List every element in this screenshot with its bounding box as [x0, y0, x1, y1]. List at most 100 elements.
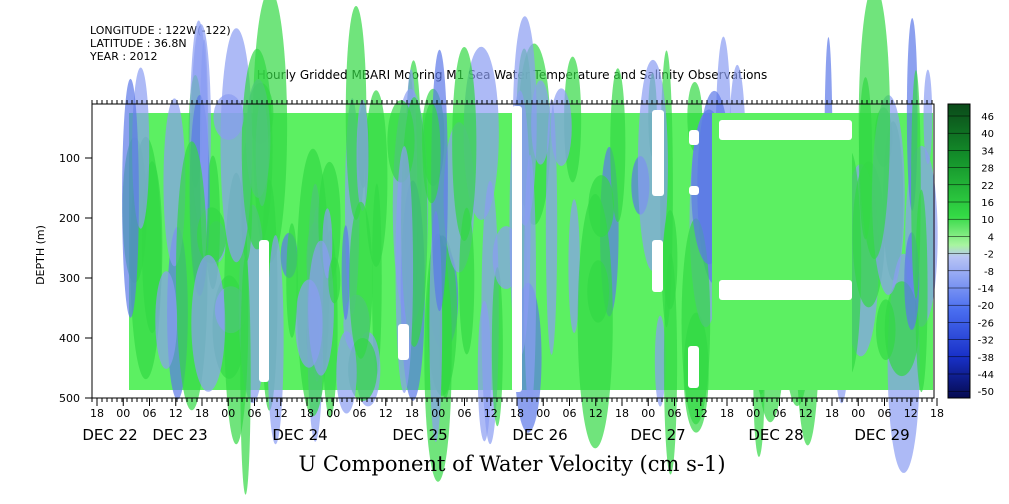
- field-patch: [459, 207, 475, 355]
- field-patch: [654, 315, 666, 407]
- y-tick-label: 100: [59, 152, 80, 165]
- x-hour-label: 18: [195, 407, 209, 420]
- colorbar: [947, 103, 971, 399]
- x-hour-label: 12: [379, 407, 393, 420]
- field-patch: [452, 47, 477, 242]
- x-hour-label: 06: [353, 407, 367, 420]
- x-hour-label: 00: [326, 407, 340, 420]
- field-patch: [322, 208, 333, 279]
- x-day-label: DEC 23: [152, 426, 207, 444]
- field-patch: [336, 331, 357, 414]
- field-patch: [191, 254, 226, 392]
- x-hour-label: 18: [300, 407, 314, 420]
- field-smooth-region: [712, 113, 852, 390]
- colorbar-label: 22: [981, 181, 994, 192]
- x-hour-label: 06: [878, 407, 892, 420]
- data-gap: [512, 106, 522, 392]
- x-hour-label: 12: [484, 407, 498, 420]
- colorbar-label: 46: [981, 112, 994, 123]
- x-hour-label: 12: [589, 407, 603, 420]
- chart-title: Hourly Gridded MBARI Mooring M1 Sea Wate…: [256, 68, 768, 82]
- x-hour-label: 18: [720, 407, 734, 420]
- x-hour-label: 12: [904, 407, 918, 420]
- x-hour-label: 18: [615, 407, 629, 420]
- x-day-label: DEC 24: [272, 426, 327, 444]
- y-tick-label: 400: [59, 332, 80, 345]
- x-hour-label: 18: [405, 407, 419, 420]
- field-patch: [364, 90, 388, 267]
- x-hour-label: 00: [641, 407, 655, 420]
- colorbar-label: 34: [981, 146, 994, 157]
- velocity-field: [122, 0, 938, 495]
- field-patch: [568, 199, 580, 333]
- x-hour-label: 00: [851, 407, 865, 420]
- field-patch: [923, 69, 933, 165]
- field-patch: [155, 271, 178, 369]
- x-hour-label: 06: [773, 407, 787, 420]
- y-tick-label: 200: [59, 212, 80, 225]
- x-hour-label: 18: [930, 407, 944, 420]
- data-gap: [719, 120, 852, 140]
- x-hour-label: 06: [458, 407, 472, 420]
- field-patch: [577, 193, 613, 449]
- x-axis-title: U Component of Water Velocity (cm s-1): [298, 452, 726, 476]
- colorbar-label: 10: [981, 215, 994, 226]
- field-patch: [328, 257, 341, 304]
- data-gap: [398, 324, 409, 360]
- field-patch: [241, 48, 273, 250]
- colorbar-label: -8: [984, 267, 994, 278]
- field-patch: [371, 183, 382, 375]
- x-hour-label: 06: [668, 407, 682, 420]
- colorbar-labels: 46 40 34 28 22 16 10 4 -2 -8 -14 -20 -26 -32 -38 -44 -50: [948, 112, 994, 398]
- field-patch: [267, 235, 284, 445]
- x-hour-label: 18: [510, 407, 524, 420]
- field-patch: [422, 103, 441, 204]
- colorbar-label: -44: [978, 370, 994, 381]
- field-patch: [240, 256, 251, 495]
- field-patch: [545, 98, 558, 355]
- x-hour-label: 06: [143, 407, 157, 420]
- plot-frame: [91, 103, 935, 399]
- x-hour-label: 06: [248, 407, 262, 420]
- y-axis-label: DEPTH (m): [34, 225, 47, 285]
- field-patch: [286, 223, 298, 338]
- x-hour-label: 12: [169, 407, 183, 420]
- colorbar-label: -14: [978, 284, 994, 295]
- data-gap: [259, 240, 269, 382]
- x-hour-label: 06: [563, 407, 577, 420]
- field-patch: [858, 0, 891, 260]
- x-hour-label: 18: [90, 407, 104, 420]
- missing-data-gaps: [259, 106, 852, 392]
- x-hour-label: 18: [825, 407, 839, 420]
- field-patch: [356, 99, 369, 211]
- field-patch: [663, 253, 678, 475]
- minor-ticks: [91, 100, 933, 402]
- field-patch: [122, 78, 139, 318]
- colorbar-label: -26: [978, 318, 994, 329]
- colorbar-label: -2: [984, 250, 994, 261]
- x-day-label: DEC 25: [392, 426, 447, 444]
- x-day-label: DEC 22: [82, 426, 137, 444]
- x-hour-label: 00: [431, 407, 445, 420]
- x-hour-label: 12: [274, 407, 288, 420]
- colorbar-label: -38: [978, 353, 994, 364]
- colorbar-label: 28: [981, 164, 994, 175]
- y-tick-label: 500: [59, 392, 80, 405]
- x-hour-label: 00: [221, 407, 235, 420]
- x-day-label: DEC 26: [512, 426, 567, 444]
- field-patch: [662, 210, 678, 310]
- colorbar-label: 40: [981, 129, 994, 140]
- field-patch: [341, 225, 350, 320]
- data-gap: [688, 346, 699, 388]
- colorbar-label: 16: [981, 198, 994, 209]
- data-gap: [652, 110, 664, 196]
- field-patch: [491, 267, 503, 427]
- data-gap: [689, 130, 699, 145]
- field-patch: [911, 70, 921, 299]
- x-hour-label: 00: [116, 407, 130, 420]
- x-hour-label: 00: [746, 407, 760, 420]
- data-gap: [689, 186, 699, 195]
- colorbar-label: -20: [978, 301, 994, 312]
- data-gap: [719, 280, 852, 300]
